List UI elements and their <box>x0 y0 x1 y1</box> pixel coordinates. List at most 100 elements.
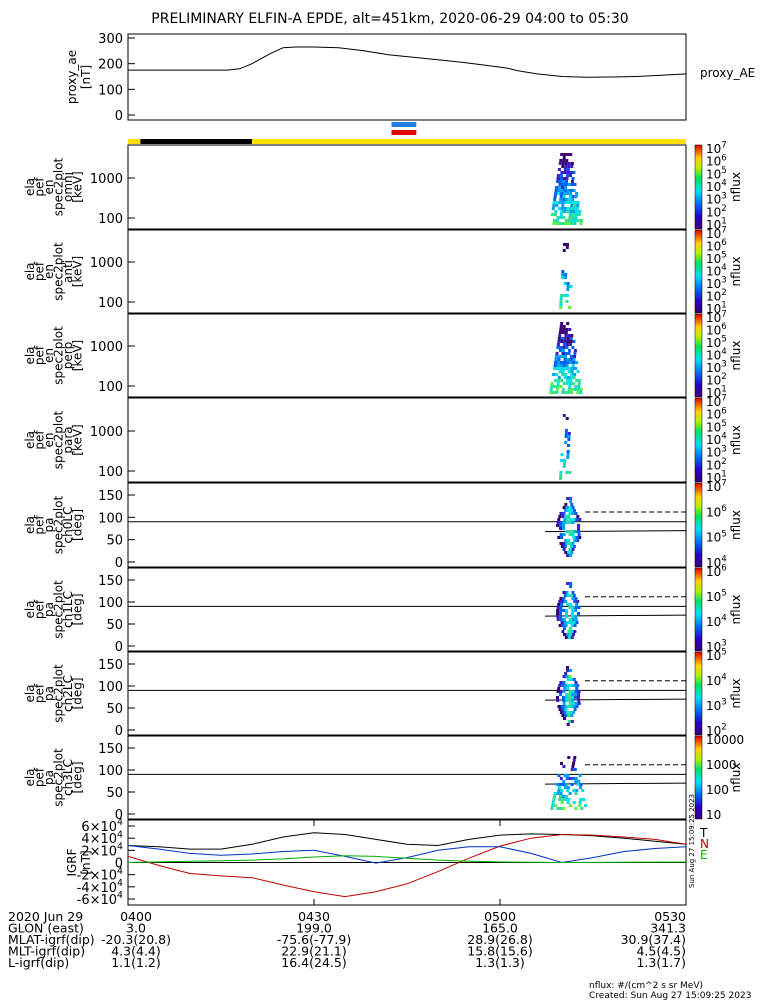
spectrogram-pixel <box>562 690 566 693</box>
spectrogram-pixel <box>559 198 563 201</box>
spectrogram-pixel <box>571 506 575 509</box>
spectrogram-pixel <box>573 219 577 222</box>
spectrogram-pixel <box>549 388 553 391</box>
colorbar-tick-label: 106 <box>706 564 727 579</box>
spectrogram-pixel <box>556 524 560 527</box>
spectrogram-pixel <box>562 597 566 600</box>
spectrogram-pixel <box>577 533 581 536</box>
colorbar <box>694 567 703 652</box>
spectrogram-pixel <box>557 337 561 340</box>
spectrogram-pixel <box>558 222 562 225</box>
colorbar-tick-label: 105 <box>706 648 727 663</box>
spectrogram-pixel <box>566 497 570 500</box>
spectrogram-pixel <box>571 699 575 702</box>
spectrogram-pixel <box>563 717 566 720</box>
colorbar-label: nflux <box>729 510 743 540</box>
spectrogram-pixel <box>560 379 564 382</box>
y-tick-label: 1000 <box>90 425 123 440</box>
spectrogram-pixel <box>567 165 571 168</box>
spectrogram-pixel <box>577 606 581 609</box>
colorbar-tick-label: 10000 <box>706 733 744 747</box>
spectrogram-pixel <box>561 355 564 358</box>
spectrogram-pixel <box>555 355 558 358</box>
spectrogram-pixel <box>555 222 559 225</box>
spectrogram-pixel <box>568 198 572 201</box>
colorbar-tick-label: 106 <box>706 238 727 253</box>
spectrogram-pixel <box>557 358 561 361</box>
panel-frame <box>127 144 687 230</box>
spectrogram-pixel <box>553 367 557 370</box>
spectrogram-pixel <box>562 542 566 545</box>
spectrogram-pixel <box>563 462 566 465</box>
spectrogram-pixel <box>566 518 570 521</box>
status-blue-marker <box>391 122 417 127</box>
spectrogram-pixel <box>560 207 564 210</box>
spectrogram-pixel <box>575 192 579 195</box>
spectrogram-pixel <box>552 222 556 225</box>
spectrogram-pixel <box>559 346 563 349</box>
spectrogram-pixel <box>562 346 566 349</box>
spectrogram-pixel <box>563 687 567 690</box>
spectrogram-pixel <box>566 705 570 708</box>
spectrogram-pixel <box>569 594 573 597</box>
spectrogram-pixel <box>562 177 566 180</box>
panel-frame <box>127 735 687 820</box>
spectrogram-pixel <box>551 804 555 807</box>
colorbar-tick-label: 10 <box>706 808 721 822</box>
colorbar-tick-label: 107 <box>706 310 727 325</box>
spectrogram-pixel <box>564 391 568 394</box>
spectrogram-pixel <box>577 702 581 705</box>
spectrogram-pixel <box>557 603 561 606</box>
colorbar-tick-label: 102 <box>706 457 727 472</box>
spectrogram-pixel <box>571 346 575 349</box>
spectrogram-pixel <box>565 615 569 618</box>
spectrogram-pixel <box>559 711 563 714</box>
spectrogram-pixel <box>570 201 574 204</box>
spectrogram-pixel <box>574 807 578 810</box>
spectrogram-pixel <box>558 183 562 186</box>
colorbar-tick-label: 105 <box>706 251 727 266</box>
spectrogram-pixel <box>570 768 574 771</box>
spectrogram-pixel <box>556 609 560 612</box>
spectrogram-pixel <box>564 441 568 444</box>
spectrogram-pixel <box>573 624 577 627</box>
spectrogram-pixel <box>575 789 579 792</box>
spectrogram-pixel <box>571 615 575 618</box>
spectrogram-pixel <box>560 361 563 364</box>
spectrogram-pixel <box>565 777 569 780</box>
spectrogram-pixel <box>559 174 563 177</box>
y-tick-label: 0 <box>115 109 123 124</box>
spectrogram-pixel <box>556 364 560 367</box>
y-tick-label: 100 <box>98 465 123 480</box>
panel-ylabel: [keV] <box>71 340 85 371</box>
spectrogram-pixel <box>573 204 577 207</box>
spectrogram-pixel <box>569 361 572 364</box>
spectrogram-pixel <box>568 699 572 702</box>
colorbar-label: nflux <box>729 425 743 455</box>
spectrogram-pixel <box>565 294 569 297</box>
spectrogram-pixel <box>568 542 572 545</box>
spectrogram-pixel <box>564 714 568 717</box>
spectrogram-pixel <box>557 379 561 382</box>
proxy-ae-frame <box>127 33 687 121</box>
spectrogram-pixel <box>556 807 560 810</box>
spectrogram-pixel <box>559 159 563 162</box>
y-tick-label: 100 <box>98 212 123 227</box>
spectrogram-pixel <box>560 621 564 624</box>
colorbar-tick-label: 105 <box>706 589 727 604</box>
spectrogram-pixel <box>559 542 563 545</box>
spectrogram-pixel <box>572 210 576 213</box>
panel-ylabel: spec2plot <box>52 748 66 807</box>
spectrogram-pixel <box>553 195 557 198</box>
colorbar-tick-label: 102 <box>706 372 727 387</box>
spectrogram-pixel <box>579 783 583 786</box>
spectrogram-pixel <box>569 210 573 213</box>
spectrogram-pixel <box>568 530 572 533</box>
colorbar <box>694 397 703 483</box>
spectrogram-pixel <box>560 171 564 174</box>
spectrogram-pixel <box>574 681 578 684</box>
colorbar-label: nflux <box>729 679 743 709</box>
spectrogram-pixel <box>565 699 569 702</box>
spectrogram-pixel <box>571 609 575 612</box>
